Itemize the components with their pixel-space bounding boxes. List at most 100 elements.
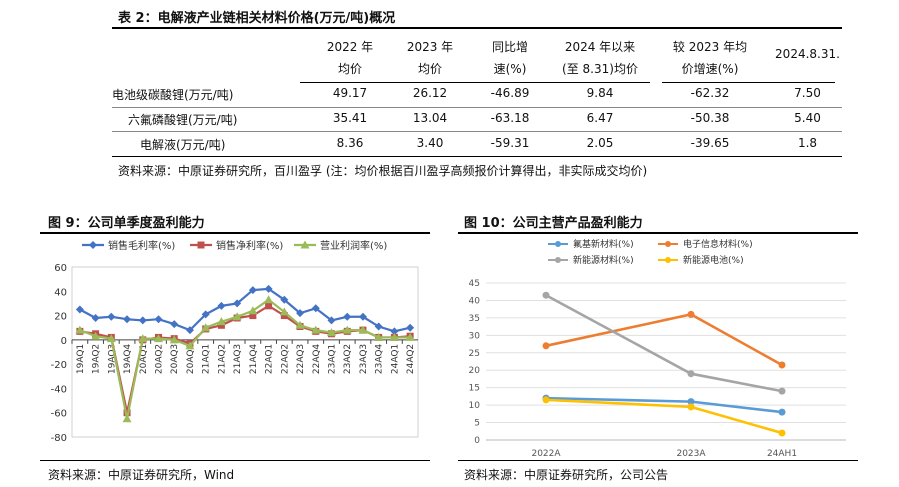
table-cell: -63.18 — [490, 111, 530, 125]
figure10-top-rule — [458, 232, 858, 234]
data-point — [248, 286, 257, 295]
table-cell: 49.17 — [332, 86, 368, 100]
header-2023-line1: 2023 年 — [406, 40, 454, 54]
figure9-source: 资料来源：中原证券研究所，Wind — [48, 468, 235, 482]
figure9-chart: 60 40 20 0 -20 -40 -60 -80 19AQ1 19AQ2 19AQ3 19AQ4 2… — [51, 239, 419, 444]
data-point — [778, 408, 786, 416]
y-tick-label: 15 — [469, 384, 480, 394]
series-line — [79, 298, 411, 419]
legend-label: 销售毛利率(%) — [108, 239, 175, 252]
x-tick-label: 22AQ1 — [265, 344, 275, 374]
data-point — [296, 309, 305, 318]
header-2022-line2: 均价 — [337, 62, 362, 76]
data-point — [406, 323, 415, 332]
data-point — [122, 414, 132, 423]
y-tick-label: 0 — [474, 436, 480, 446]
header-vs-2023: 较 2023 年均 价增速(%) — [655, 36, 765, 80]
x-tick-label: 23AQ4 — [375, 344, 385, 375]
header-date-line1: 2024.8.31. — [775, 47, 840, 61]
legend-label: 氟基新材料(%) — [573, 238, 634, 250]
y-tick-label: 40 — [54, 287, 67, 298]
data-point — [138, 316, 147, 325]
table-bottom-rule — [112, 156, 842, 157]
figure9-top-rule — [40, 232, 430, 234]
data-point — [232, 312, 242, 321]
table-cell: 8.36 — [336, 136, 364, 150]
x-tick-label: 24AQ2 — [406, 344, 416, 374]
header-2024-ytd: 2024 年以来 (至 8.31)均价 — [545, 36, 655, 80]
x-tick-label: 21AQ1 — [202, 344, 212, 374]
legend-marker — [300, 240, 310, 249]
data-point — [687, 310, 695, 318]
legend-marker — [665, 257, 671, 263]
data-point — [91, 331, 101, 340]
data-point — [75, 325, 85, 334]
series-line — [545, 294, 783, 393]
data-point — [169, 335, 179, 344]
x-tick-label: 21AQ3 — [233, 344, 243, 374]
y-tick-label: -20 — [51, 360, 67, 371]
y-tick-label: -40 — [51, 384, 67, 395]
y-tick-label: 0 — [61, 336, 67, 347]
data-point — [778, 361, 786, 369]
row-divider — [112, 131, 842, 132]
data-point — [185, 341, 195, 350]
x-tick-label: 20AQ3 — [170, 344, 180, 374]
data-point — [280, 295, 289, 304]
data-point — [154, 315, 163, 324]
data-point — [280, 312, 288, 320]
table-cell: 5.40 — [794, 111, 821, 125]
data-point — [327, 328, 336, 337]
x-tick-label: 20AQ2 — [155, 344, 165, 374]
x-tick-label: 24AQ1 — [390, 344, 400, 374]
data-point — [249, 312, 257, 320]
x-tick-label: 22AQ3 — [296, 344, 306, 374]
x-tick-label: 21AQ4 — [249, 344, 259, 375]
row-label: 电解液(万元/吨) — [140, 138, 226, 152]
figure10-chart: 45 40 35 30 25 20 15 10 5 0 2022A 2023A 24AH1 氟基新材料(%… — [469, 238, 846, 457]
row-divider — [112, 107, 842, 108]
data-point — [358, 325, 368, 334]
y-tick-label: 40 — [469, 296, 481, 306]
data-point — [264, 284, 273, 293]
data-point — [91, 314, 100, 322]
data-point — [170, 320, 179, 329]
y-tick-label: 60 — [54, 263, 67, 274]
data-point — [327, 316, 336, 325]
header-2023-line2: 均价 — [417, 62, 442, 76]
row-label: 六氟磷酸锂(万元/吨) — [128, 113, 238, 127]
x-tick-label: 22AQ2 — [280, 344, 290, 374]
header-yoy-line2: 速(%) — [493, 62, 527, 76]
table-source: 资料来源：中原证券研究所，百川盈孚 (注：均价根据百川盈孚高频报价计算得出，非实… — [118, 164, 648, 178]
header-2022-line1: 2022 年 — [326, 40, 374, 54]
data-point — [138, 334, 148, 343]
x-tick-label: 20AQ1 — [139, 344, 149, 374]
data-point — [687, 403, 695, 411]
series-line — [79, 287, 411, 333]
legend-label: 营业利润率(%) — [320, 239, 387, 252]
header-yoy: 同比增 速(%) — [460, 36, 560, 80]
data-point — [75, 305, 84, 314]
data-point — [217, 321, 225, 329]
table-cell: 35.41 — [332, 111, 368, 125]
legend-marker — [555, 241, 561, 247]
x-tick-label: 24AH1 — [767, 449, 797, 457]
data-point — [343, 312, 352, 321]
table-cell: 1.8 — [797, 136, 818, 150]
x-tick-label: 19AQ2 — [92, 344, 102, 374]
data-point — [264, 295, 274, 304]
table-title: 表 2：电解液产业链相关材料价格(万元/吨)概况 — [118, 11, 396, 26]
header-underline-gap — [650, 82, 662, 84]
series-line — [545, 313, 783, 367]
data-point — [358, 312, 367, 321]
header-2023: 2023 年 均价 — [380, 36, 480, 80]
table-cell: -46.89 — [490, 86, 530, 100]
header-2022: 2022 年 均价 — [300, 36, 400, 80]
data-point — [216, 317, 226, 326]
data-point — [107, 312, 116, 321]
legend-marker — [197, 241, 205, 249]
figure10-source: 资料来源：中原证券研究所，公司公告 — [464, 468, 669, 482]
data-point — [374, 322, 383, 331]
legend-marker — [89, 241, 97, 249]
x-tick-label: 2022A — [531, 449, 561, 457]
